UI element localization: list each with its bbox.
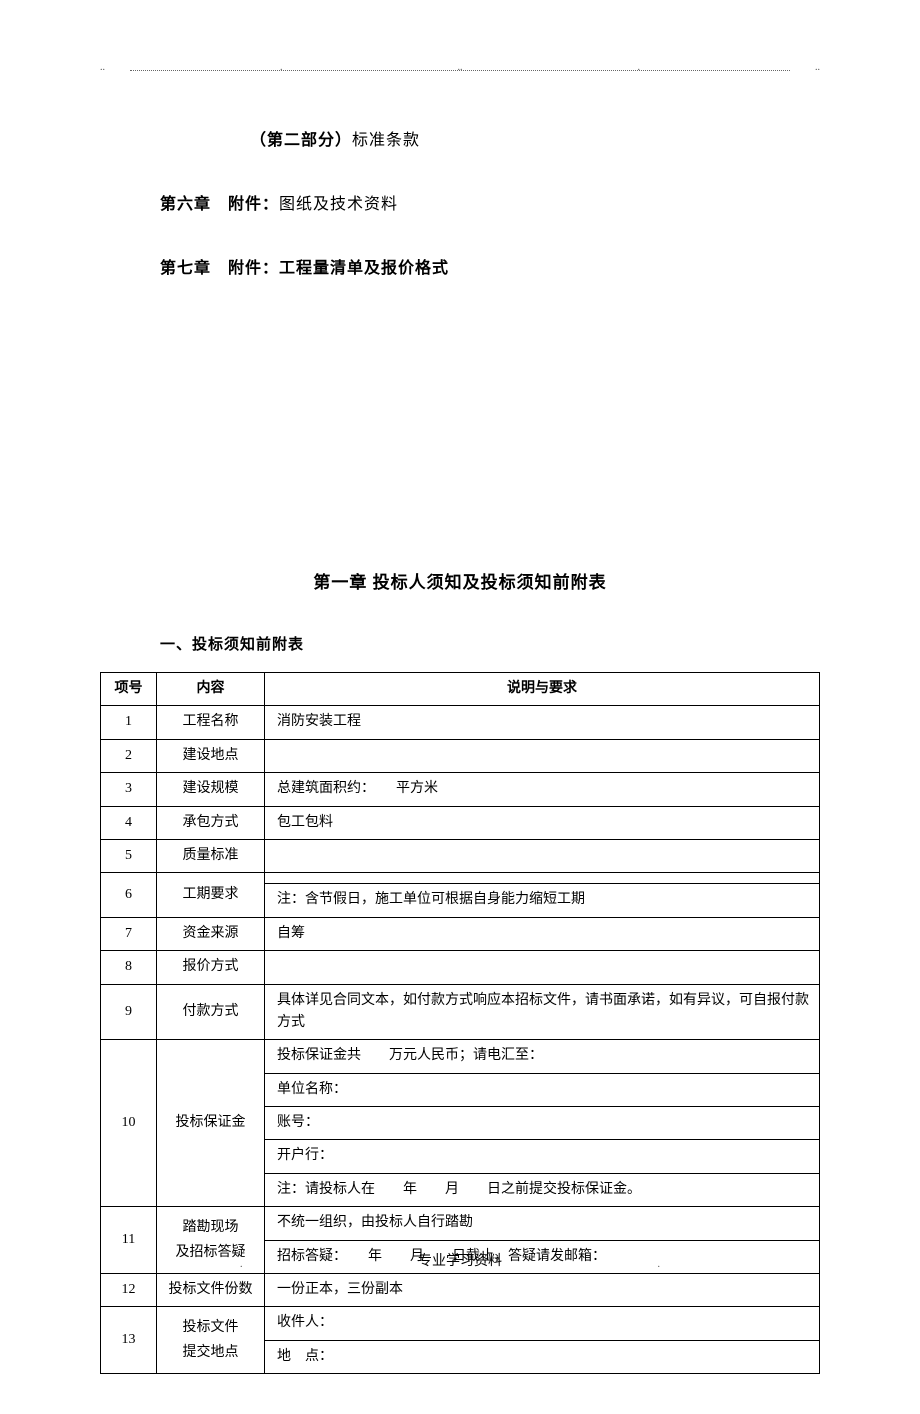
- cell-desc: 单位名称：: [265, 1073, 820, 1106]
- cell-desc: 注：含节假日，施工单位可根据自身能力缩短工期: [265, 884, 820, 917]
- cell-desc: [265, 739, 820, 772]
- cell-num: 1: [101, 706, 157, 739]
- cell-num: 7: [101, 917, 157, 950]
- cell-content: 付款方式: [157, 984, 265, 1040]
- ch6-suffix: 图纸及技术资料: [279, 196, 398, 213]
- table-row: 5质量标准: [101, 839, 820, 872]
- cell-desc: 消防安装工程: [265, 706, 820, 739]
- header-rule: .. . .. . ..: [100, 70, 820, 76]
- cell-desc: 总建筑面积约： 平方米: [265, 773, 820, 806]
- table-row: 8报价方式: [101, 951, 820, 984]
- cell-desc: 注：请投标人在 年 月 日之前提交投标保证金。: [265, 1173, 820, 1206]
- cell-content: 资金来源: [157, 917, 265, 950]
- cell-desc: 开户行：: [265, 1140, 820, 1173]
- cell-content: 建设规模: [157, 773, 265, 806]
- cell-desc: 自筹: [265, 917, 820, 950]
- cell-content: 工期要求: [157, 873, 265, 917]
- cell-num: 4: [101, 806, 157, 839]
- table-row: 9付款方式具体详见合同文本，如付款方式响应本招标文件，请书面承诺，如有异议，可自…: [101, 984, 820, 1040]
- cell-desc: 包工包料: [265, 806, 820, 839]
- cell-desc: 账号：: [265, 1107, 820, 1140]
- chapter1-title: 第一章 投标人须知及投标须知前附表: [100, 568, 820, 593]
- th-desc: 说明与要求: [265, 673, 820, 706]
- table-header-row: 项号 内容 说明与要求: [101, 673, 820, 706]
- table-row: 6工期要求: [101, 873, 820, 884]
- part2-label: （第二部分）: [250, 132, 352, 149]
- cell-content: 承包方式: [157, 806, 265, 839]
- cell-desc: 收件人：: [265, 1307, 820, 1340]
- table-row: 13投标文件提交地点收件人：: [101, 1307, 820, 1340]
- dot: .: [280, 62, 283, 73]
- ch7-prefix: 第七章 附件：工程量清单及报价格式: [160, 260, 449, 277]
- section-heading: 一、投标须知前附表: [160, 633, 820, 654]
- part2-heading: （第二部分）标准条款: [250, 126, 820, 150]
- cell-num: 10: [101, 1040, 157, 1207]
- cell-content: 投标文件提交地点: [157, 1307, 265, 1374]
- cell-desc: [265, 839, 820, 872]
- cell-content: 报价方式: [157, 951, 265, 984]
- cell-content: 质量标准: [157, 839, 265, 872]
- table-row: 10投标保证金投标保证金共 万元人民币；请电汇至：: [101, 1040, 820, 1073]
- cell-num: 8: [101, 951, 157, 984]
- chapter6-heading: 第六章 附件：图纸及技术资料: [160, 190, 820, 214]
- chapter7-heading: 第七章 附件：工程量清单及报价格式: [160, 254, 820, 278]
- cell-content: 工程名称: [157, 706, 265, 739]
- table-row: 4承包方式包工包料: [101, 806, 820, 839]
- cell-num: 13: [101, 1307, 157, 1374]
- cell-desc: [265, 951, 820, 984]
- ch6-prefix: 第六章 附件：: [160, 196, 279, 213]
- footer-dot-right: .: [658, 1259, 661, 1270]
- table-row: 1工程名称消防安装工程: [101, 706, 820, 739]
- dot: ..: [458, 62, 463, 73]
- table-row: 3建设规模总建筑面积约： 平方米: [101, 773, 820, 806]
- th-content: 内容: [157, 673, 265, 706]
- cell-num: 5: [101, 839, 157, 872]
- header-dots: .. . .. . ..: [100, 62, 820, 73]
- cell-desc: 地 点：: [265, 1340, 820, 1373]
- table-body: 1工程名称消防安装工程2建设地点3建设规模总建筑面积约： 平方米4承包方式包工包…: [101, 706, 820, 1374]
- th-num: 项号: [101, 673, 157, 706]
- dot: .: [638, 62, 641, 73]
- cell-num: 9: [101, 984, 157, 1040]
- cell-num: 3: [101, 773, 157, 806]
- part2-suffix: 标准条款: [352, 132, 420, 149]
- cell-desc: 具体详见合同文本，如付款方式响应本招标文件，请书面承诺，如有异议，可自报付款方式: [265, 984, 820, 1040]
- cell-num: 6: [101, 873, 157, 917]
- footer-text: 专业学习资料: [0, 1250, 920, 1270]
- table-row: 2建设地点: [101, 739, 820, 772]
- table-row: 11踏勘现场及招标答疑不统一组织，由投标人自行踏勘: [101, 1207, 820, 1240]
- cell-desc: [265, 873, 820, 884]
- document-page: .. . .. . .. （第二部分）标准条款 第六章 附件：图纸及技术资料 第…: [0, 0, 920, 1414]
- cell-desc: 投标保证金共 万元人民币；请电汇至：: [265, 1040, 820, 1073]
- dot: ..: [100, 62, 105, 73]
- cell-content: 建设地点: [157, 739, 265, 772]
- table-row: 7资金来源自筹: [101, 917, 820, 950]
- cell-content: 投标保证金: [157, 1040, 265, 1207]
- cell-num: 2: [101, 739, 157, 772]
- cell-desc: 不统一组织，由投标人自行踏勘: [265, 1207, 820, 1240]
- dot: ..: [815, 62, 820, 73]
